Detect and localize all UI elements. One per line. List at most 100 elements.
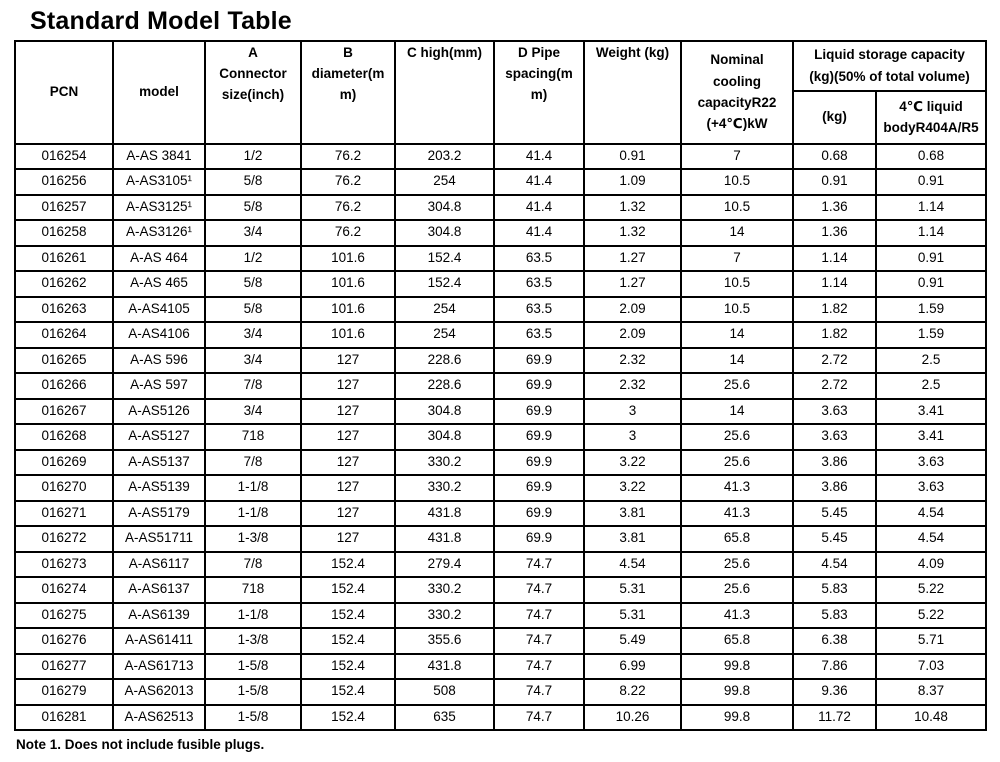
table-cell: 7/8: [204, 372, 302, 400]
table-cell: 41.3: [680, 499, 794, 527]
table-cell: 152.4: [300, 550, 396, 578]
table-cell: 127: [300, 525, 396, 553]
table-cell: 1.36: [792, 193, 877, 221]
table-cell: 1.82: [792, 295, 877, 323]
table-cell: 2.09: [583, 295, 682, 323]
table-cell: 1-5/8: [204, 678, 302, 706]
table-cell: 431.8: [394, 525, 495, 553]
header-storage-kg: (kg): [792, 89, 877, 145]
table-cell: 1.14: [874, 193, 988, 221]
table-row: 016267 A-AS5126 3/4 127 304.8 69.9 3 14 3.63 3.41: [14, 397, 988, 425]
table-cell: 3.63: [792, 423, 877, 451]
table-cell: A-AS62013: [112, 678, 206, 706]
table-cell: 3.41: [874, 397, 988, 425]
table-cell: 99.8: [680, 678, 794, 706]
table-cell: 1.32: [583, 219, 682, 247]
table-row: 016261 A-AS 464 1/2 101.6 152.4 63.5 1.27 7 1.14…: [14, 244, 988, 272]
table-cell: 25.6: [680, 448, 794, 476]
table-cell: 304.8: [394, 423, 495, 451]
table-cell: 4.54: [792, 550, 877, 578]
table-row: 016272 A-AS51711 1-3/8 127 431.8 69.9 3.81 65.8…: [14, 525, 988, 553]
table-cell: 016269: [14, 448, 114, 476]
table-cell: 016258: [14, 219, 114, 247]
table-cell: 14: [680, 219, 794, 247]
table-cell: 41.4: [493, 193, 585, 221]
table-cell: 25.6: [680, 550, 794, 578]
table-cell: 3.41: [874, 423, 988, 451]
table-cell: 2.5: [874, 372, 988, 400]
table-cell: 016272: [14, 525, 114, 553]
table-cell: 152.4: [300, 652, 396, 680]
table-cell: 635: [394, 703, 495, 731]
table-cell: 127: [300, 499, 396, 527]
table-row: 016279 A-AS62013 1-5/8 152.4 508 74.7 8.22 99.8…: [14, 678, 988, 706]
table-cell: 1-3/8: [204, 627, 302, 655]
table-cell: 14: [680, 321, 794, 349]
table-cell: 69.9: [493, 474, 585, 502]
table-cell: 25.6: [680, 372, 794, 400]
table-cell: 3.81: [583, 525, 682, 553]
header-pipe-spacing: D Pipe spacing(m m): [493, 39, 585, 145]
header-row-2: (kg) 4℃ liquid bodyR404A/R5: [15, 89, 988, 145]
table-cell: 016270: [14, 474, 114, 502]
table-cell: A-AS5179: [112, 499, 206, 527]
table-cell: 718: [204, 576, 302, 604]
table-cell: 6.38: [792, 627, 877, 655]
table-cell: A-AS3125¹: [112, 193, 206, 221]
table-cell: 5.83: [792, 601, 877, 629]
table-cell: 279.4: [394, 550, 495, 578]
table-cell: A-AS 596: [112, 346, 206, 374]
table-cell: 41.4: [493, 142, 585, 170]
table-cell: 330.2: [394, 448, 495, 476]
header-pcn: PCN: [14, 39, 114, 145]
table-cell: 7.03: [874, 652, 988, 680]
table-cell: 016274: [14, 576, 114, 604]
table-row: 016270 A-AS5139 1-1/8 127 330.2 69.9 3.22 41.3 3…: [14, 474, 988, 502]
table-cell: 016257: [14, 193, 114, 221]
table-cell: 69.9: [493, 397, 585, 425]
table-cell: 016271: [14, 499, 114, 527]
table-cell: 1-1/8: [204, 601, 302, 629]
table-cell: 1.59: [874, 295, 988, 323]
table-cell: 41.3: [680, 601, 794, 629]
table-cell: 0.91: [874, 244, 988, 272]
table-cell: 3.22: [583, 474, 682, 502]
table-cell: 5.22: [874, 576, 988, 604]
table-row: 016264 A-AS4106 3/4 101.6 254 63.5 2.09 14 1.82 1…: [14, 321, 988, 349]
table-cell: A-AS 465: [112, 270, 206, 298]
table-cell: 14: [680, 397, 794, 425]
table-cell: 74.7: [493, 703, 585, 731]
table-cell: A-AS 597: [112, 372, 206, 400]
table-cell: 1/2: [204, 244, 302, 272]
table-cell: 7/8: [204, 550, 302, 578]
table-cell: 74.7: [493, 576, 585, 604]
table-cell: 0.91: [874, 168, 988, 196]
table-cell: 25.6: [680, 423, 794, 451]
table-row: 016274 A-AS6137 718 152.4 330.2 74.7 5.31 25.6 5…: [14, 576, 988, 604]
table-cell: 304.8: [394, 193, 495, 221]
table-cell: 016265: [14, 346, 114, 374]
table-cell: 1.14: [792, 270, 877, 298]
table-cell: 2.32: [583, 346, 682, 374]
table-cell: 3.81: [583, 499, 682, 527]
table-cell: 1.14: [874, 219, 988, 247]
table-cell: 016281: [14, 703, 114, 731]
table-cell: 10.26: [583, 703, 682, 731]
table-cell: 228.6: [394, 346, 495, 374]
table-cell: 1/2: [204, 142, 302, 170]
table-cell: A-AS5137: [112, 448, 206, 476]
table-cell: 74.7: [493, 652, 585, 680]
table-cell: 63.5: [493, 321, 585, 349]
table-cell: 3: [583, 423, 682, 451]
table-cell: 63.5: [493, 295, 585, 323]
table-row: 016268 A-AS5127 718 127 304.8 69.9 3 25.6 3.63 3.…: [14, 423, 988, 451]
table-cell: 0.91: [583, 142, 682, 170]
table-cell: A-AS6137: [112, 576, 206, 604]
table-cell: A-AS6117: [112, 550, 206, 578]
table-cell: 69.9: [493, 423, 585, 451]
table-cell: 76.2: [300, 193, 396, 221]
header-storage-4c: 4℃ liquid bodyR404A/R5: [874, 89, 988, 145]
table-cell: A-AS 3841: [112, 142, 206, 170]
table-cell: 9.36: [792, 678, 877, 706]
